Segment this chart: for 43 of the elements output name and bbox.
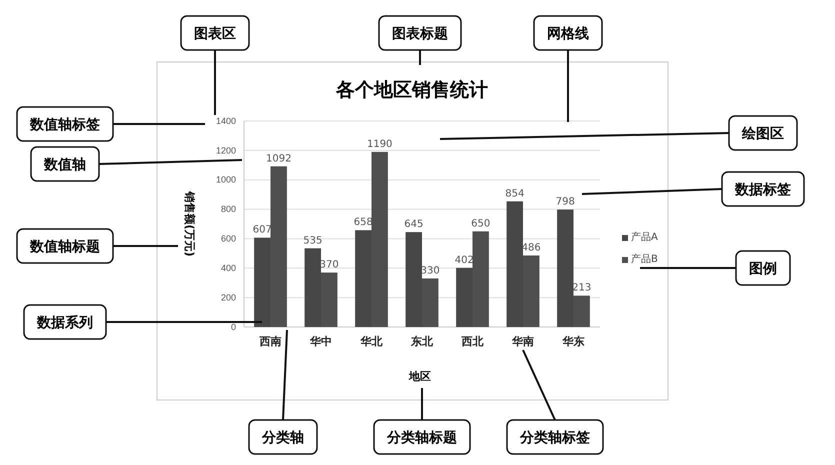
text: 数值轴 (43, 157, 86, 173)
y-tick-label: 1200 (216, 145, 236, 156)
data-label: 1092 (266, 153, 292, 164)
data-label: 798 (556, 196, 575, 208)
y-tick-label: 600 (220, 234, 236, 244)
x-tick-label: 华中 (309, 334, 332, 348)
x-axis-title: 地区 (408, 370, 431, 383)
x-tick-label: 华北 (360, 334, 384, 348)
data-label: 607 (252, 224, 272, 236)
data-label: 402 (454, 254, 474, 266)
y-tick-label: 1400 (216, 116, 236, 126)
x-tick-label: 华南 (510, 334, 534, 348)
x-tick-label: 华东 (561, 334, 584, 348)
text: 网格线 (547, 26, 589, 42)
y-axis-title: 销售额(万元) (183, 190, 196, 257)
text: 图例 (749, 261, 777, 277)
data-label: 1190 (366, 138, 392, 150)
text: 数据系列 (36, 315, 93, 331)
data-label: 535 (303, 235, 322, 246)
y-tick-label: 1000 (216, 174, 236, 185)
y-tick-label: 800 (220, 204, 236, 214)
text: 分类轴标签 (519, 430, 590, 446)
data-label: 658 (354, 217, 373, 228)
text: 绘图区 (741, 126, 784, 142)
x-tick-label: 西北 (460, 334, 484, 348)
x-tick-label: 东北 (410, 334, 434, 348)
x-tick-label: 西南 (258, 334, 282, 348)
y-tick-label: 200 (220, 292, 236, 302)
text: 图表标题 (392, 26, 448, 42)
y-tick-label: 400 (220, 263, 236, 274)
chart-title: 各个地区销售统计 (335, 79, 488, 101)
text: 分类轴 (261, 430, 304, 446)
text: 图表区 (194, 26, 236, 42)
data-label: 645 (404, 219, 424, 230)
y-tick-label: 0 (230, 322, 236, 332)
legend-label: 产品A (631, 231, 658, 243)
text: 数据标签 (734, 182, 791, 198)
data-label: 854 (505, 188, 524, 200)
text: 数值轴标题 (29, 239, 100, 255)
data-label: 650 (471, 218, 490, 230)
text: 数值轴标签 (29, 117, 100, 133)
legend-label: 产品B (631, 253, 658, 265)
text: 分类轴标题 (386, 430, 457, 446)
